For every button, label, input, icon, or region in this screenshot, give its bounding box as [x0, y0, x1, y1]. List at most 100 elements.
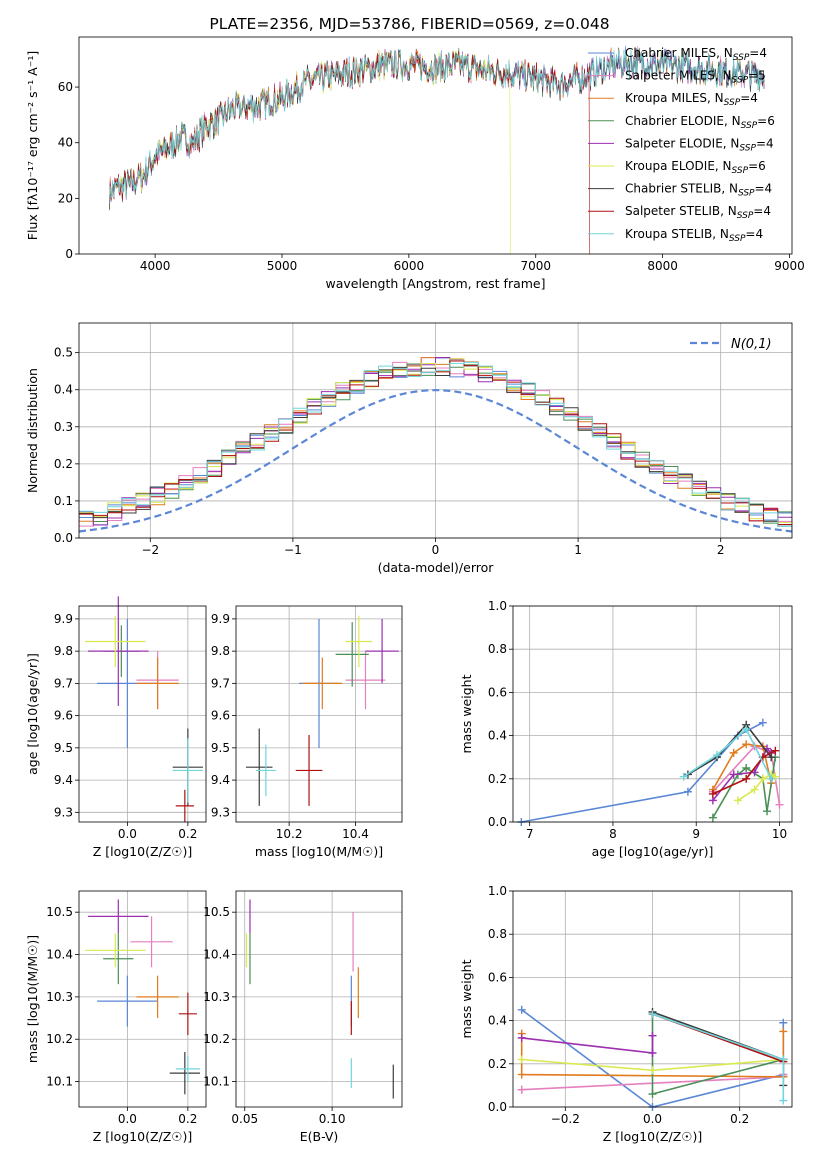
data-point: [742, 764, 751, 772]
chart-spectrum: 4000 5000 6000 7000 8000 9000 0 20 40 60 wavelengt…: [25, 36, 805, 291]
x-tick-label: 7: [526, 827, 534, 841]
data-point: [779, 1055, 788, 1064]
y-tick-label: 9.9: [211, 612, 230, 626]
y-axis-label: mass weight: [459, 959, 474, 1038]
y-tick-label: 0.8: [488, 927, 507, 941]
y-tick-label: 0.1: [54, 494, 73, 508]
y-tick-label: 10.3: [46, 990, 73, 1004]
data-point: [708, 789, 717, 798]
x-tick-label: 8000: [647, 259, 678, 273]
axes-frame: [78, 36, 793, 255]
x-tick-label: 0.10: [319, 1112, 346, 1126]
x-axis-label: wavelength [Angstrom, rest frame]: [325, 276, 545, 291]
y-tick-label: 0.2: [488, 1057, 507, 1071]
data-point: [517, 1005, 526, 1014]
y-tick-label: 10.1: [203, 1075, 230, 1089]
y-tick-label: 9.4: [211, 773, 230, 787]
x-tick-label: 10.2: [276, 827, 303, 841]
data-point: [742, 740, 751, 749]
y-tick-label: 0.0: [488, 815, 507, 829]
y-tick-label: 10.4: [46, 948, 73, 962]
legend-label: Chabrier MILES, NSSP=4: [625, 46, 767, 63]
series-line: [521, 1035, 654, 1054]
x-tick-label: 10: [772, 827, 787, 841]
y-axis-label: Normed distribution: [25, 368, 40, 493]
y-tick-label: 10.2: [46, 1032, 73, 1046]
chart-residuals: −2 −1 0 1 2 0.0 0.1 0.2 0.3 0.4 0.5 (data-model)/er…: [25, 322, 793, 575]
data-point: [779, 1018, 788, 1027]
x-tick-label: 1: [574, 543, 582, 557]
data-point: [779, 1027, 788, 1036]
data-point: [742, 725, 751, 734]
chart-mass-weight-vs-age: 7 8 9 10 0.0 0.2 0.4 0.6 0.8 1.0 age [log10(age/yr…: [459, 599, 793, 859]
y-tick-label: 10.5: [203, 905, 230, 919]
data-point: [713, 751, 722, 760]
x-tick-label: 10.4: [342, 827, 369, 841]
data-point: [733, 796, 742, 805]
chart-mass-weight-vs-Z: −0.2 0.0 0.2 0.0 0.2 0.4 0.6 0.8 1.0 Z [log10(Z/Z…: [459, 884, 793, 1144]
y-tick-label: 9.6: [211, 709, 230, 723]
data-point: [763, 807, 772, 816]
x-tick-label: 0.2: [730, 1112, 749, 1126]
y-tick-label: 0.2: [54, 457, 73, 471]
y-axis-label: mass weight: [459, 674, 474, 753]
legend-label: Kroupa ELODIE, NSSP=6: [625, 159, 766, 176]
series-line: [652, 1011, 785, 1086]
x-tick-label: 0.0: [643, 1112, 662, 1126]
x-tick-label: 6000: [394, 259, 425, 273]
y-tick-label: 0: [65, 247, 73, 261]
figure-title: PLATE=2356, MJD=53786, FIBERID=0569, z=0…: [209, 15, 609, 33]
legend-label: Chabrier ELODIE, NSSP=6: [625, 114, 775, 131]
y-tick-label: 9.7: [54, 676, 73, 690]
legend-label: Salpeter ELODIE, NSSP=4: [625, 136, 774, 153]
x-tick-label: 9000: [774, 259, 805, 273]
normal-curve: [78, 388, 793, 533]
data-point: [648, 1090, 657, 1099]
x-axis-label: (data-model)/error: [378, 560, 495, 575]
data-point: [683, 787, 692, 796]
x-tick-label: 0: [432, 543, 440, 557]
y-tick-label: 0.5: [54, 346, 73, 360]
y-tick-label: 0.6: [488, 970, 507, 984]
data-point: [767, 774, 776, 783]
data-point: [775, 800, 784, 809]
y-tick-label: 10.1: [46, 1075, 73, 1089]
data-point: [517, 1055, 526, 1064]
axes-frame: [78, 322, 793, 539]
x-axis-label: Z [log10(Z/Z☉)]: [93, 844, 193, 859]
y-axis-label: mass [log10(M/M☉)]: [25, 935, 40, 1063]
x-tick-label: 9: [692, 827, 700, 841]
y-tick-label: 1.0: [488, 884, 507, 898]
axes-frame: [235, 605, 403, 823]
series-line: [712, 749, 776, 795]
spectrum-line: [109, 49, 765, 204]
y-tick-label: 0.3: [54, 420, 73, 434]
data-point: [648, 1066, 657, 1075]
data-point: [679, 772, 688, 781]
y-tick-label: 9.9: [54, 612, 73, 626]
spectrum-legend: Chabrier MILES, NSSP=4 Salpeter MILES, NS…: [588, 46, 775, 244]
x-tick-label: 0.0: [118, 1112, 137, 1126]
data-point: [648, 1049, 657, 1057]
x-axis-label: E(B-V): [300, 1129, 339, 1144]
x-tick-label: −2: [141, 543, 159, 557]
y-tick-label: 9.7: [211, 676, 230, 690]
data-point: [758, 718, 767, 727]
data-point: [750, 785, 759, 794]
y-tick-label: 0.4: [488, 1014, 507, 1028]
y-tick-label: 9.8: [54, 644, 73, 658]
y-tick-label: 10.4: [203, 948, 230, 962]
y-tick-label: 40: [58, 136, 73, 150]
y-tick-label: 9.5: [211, 741, 230, 755]
y-axis-label: age [log10(age/yr)]: [25, 653, 40, 775]
series-line: [521, 721, 764, 823]
x-tick-label: 5000: [267, 259, 298, 273]
y-tick-label: 0.8: [488, 642, 507, 656]
y-tick-label: 60: [58, 80, 73, 94]
series-line: [687, 723, 772, 776]
x-tick-label: 4000: [140, 259, 171, 273]
axes-frame: [235, 890, 403, 1108]
data-point: [517, 1033, 526, 1042]
x-tick-label: 7000: [520, 259, 551, 273]
